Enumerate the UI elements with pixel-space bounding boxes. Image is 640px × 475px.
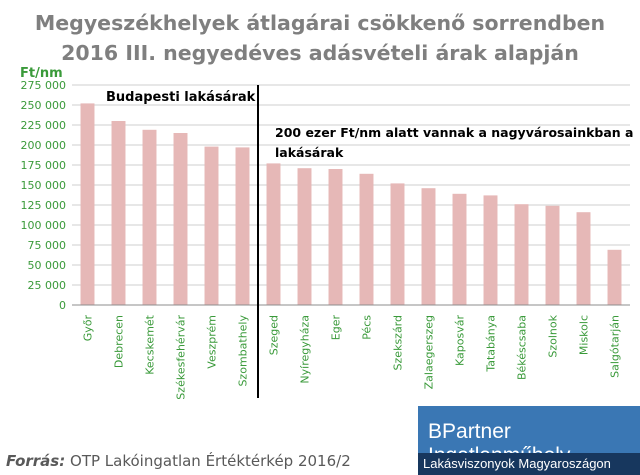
x-tick-label: Győr — [82, 315, 95, 342]
y-tick-label: 175 000 — [21, 159, 67, 172]
title-line-1: Megyeszékhelyek átlagárai csökkenő sorre… — [34, 11, 606, 35]
y-tick-label: 50 000 — [28, 259, 67, 272]
y-tick-label: 250 000 — [21, 99, 67, 112]
x-tick-label: Salgótarján — [609, 315, 622, 378]
y-tick-label: 200 000 — [21, 139, 67, 152]
annotation-below-200k-line1: 200 ezer Ft/nm alatt vannak a nagyvárosa… — [275, 125, 633, 140]
y-tick-label: 225 000 — [21, 119, 67, 132]
bar — [514, 204, 529, 305]
bar — [80, 103, 95, 306]
y-tick-label: 275 000 — [21, 79, 67, 92]
annotation-below-200k-line2: lakásárak — [275, 145, 344, 160]
y-tick-label: 150 000 — [21, 179, 67, 192]
x-tick-label: Miskolc — [578, 315, 591, 355]
bar — [421, 188, 436, 305]
y-tick-labels: 0 25 000 50 000 75 000 100 000 125 000 150 000… — [21, 79, 67, 312]
bar — [235, 147, 250, 305]
bar — [328, 169, 343, 305]
bar — [359, 173, 374, 305]
bar — [204, 146, 219, 305]
y-tick-label: 100 000 — [21, 219, 67, 232]
x-tick-label: Békéscsaba — [516, 315, 529, 380]
annotation-budapest: Budapesti lakásárak — [106, 90, 256, 105]
bar — [142, 129, 157, 305]
bar — [390, 183, 405, 305]
x-tick-label: Nyíregyháza — [299, 315, 312, 384]
x-tick-label: Debrecen — [113, 315, 126, 368]
x-tick-label: Veszprém — [206, 315, 219, 369]
brand-tagline: Lakásviszonyok Magyaroszágon — [418, 453, 640, 475]
x-tick-label: Szekszárd — [392, 315, 405, 370]
y-axis-unit: Ft/nm — [20, 66, 63, 81]
y-tick-label: 25 000 — [28, 279, 67, 292]
bar — [173, 133, 188, 305]
x-tick-label: Kecskemét — [144, 314, 157, 374]
bar — [111, 121, 126, 305]
bar — [576, 212, 591, 305]
bar — [266, 163, 281, 305]
source-note: Forrás: OTP Lakóingatlan Értéktérkép 201… — [6, 452, 351, 470]
bar — [452, 193, 467, 305]
y-tick-label: 125 000 — [21, 199, 67, 212]
x-tick-labels: Győr Debrecen Kecskemét Székesfehérvár Veszp… — [82, 314, 622, 399]
source-text: OTP Lakóingatlan Értéktérkép 2016/2 — [70, 452, 351, 470]
x-tick-label: Tatabánya — [485, 315, 498, 373]
bar — [483, 195, 498, 305]
bar — [545, 205, 560, 305]
x-tick-label: Szeged — [268, 315, 281, 355]
bars — [80, 103, 622, 306]
title-line-2: 2016 III. negyedéves adásvételi árak ala… — [61, 41, 579, 65]
x-tick-label: Székesfehérvár — [175, 315, 188, 400]
bar — [297, 168, 312, 305]
bar — [607, 249, 622, 305]
x-tick-label: Zalaegerszeg — [423, 315, 436, 389]
x-tick-label: Szombathely — [237, 315, 250, 387]
x-tick-label: Kaposvár — [454, 315, 467, 366]
y-tick-label: 75 000 — [28, 239, 67, 252]
brand-logo: BPartner Ingatlanműhely Lakásviszonyok M… — [418, 406, 640, 475]
gridlines — [72, 84, 630, 286]
x-tick-label: Szolnok — [547, 314, 560, 357]
x-tick-label: Pécs — [361, 315, 374, 340]
chart-title: Megyeszékhelyek átlagárai csökkenő sorre… — [0, 8, 640, 68]
x-tick-label: Eger — [330, 315, 343, 341]
source-label: Forrás: — [6, 452, 66, 470]
y-tick-label: 0 — [59, 299, 66, 312]
